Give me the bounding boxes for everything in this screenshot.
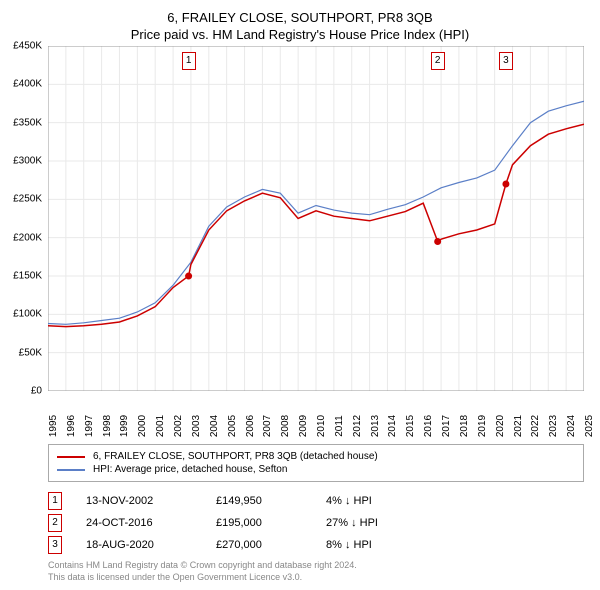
x-tick-label: 2025	[584, 415, 595, 437]
sale-hpi-delta: 8% ↓ HPI	[326, 539, 436, 551]
x-tick-label: 2017	[441, 415, 452, 437]
y-axis: £0£50K£100K£150K£200K£250K£300K£350K£400…	[0, 46, 46, 391]
chart-container: 6, FRAILEY CLOSE, SOUTHPORT, PR8 3QB Pri…	[0, 0, 600, 590]
sale-row: 1 13-NOV-2002£149,9504% ↓ HPI	[48, 490, 584, 512]
x-tick-label: 2023	[548, 415, 559, 437]
x-tick-label: 2013	[370, 415, 381, 437]
x-tick-label: 2012	[352, 415, 363, 437]
chart-svg	[48, 46, 584, 391]
sale-marker-badge: 3	[48, 536, 62, 554]
sale-hpi-delta: 27% ↓ HPI	[326, 517, 436, 529]
sale-row: 3 18-AUG-2020£270,0008% ↓ HPI	[48, 534, 584, 556]
legend-label: 6, FRAILEY CLOSE, SOUTHPORT, PR8 3QB (de…	[93, 451, 378, 462]
x-tick-label: 2001	[155, 415, 166, 437]
x-axis: 1995 1996 1997 1998 1999 2000 2001 2002 2003 2004…	[48, 394, 584, 444]
legend-swatch	[57, 456, 85, 458]
sale-price: £270,000	[216, 539, 326, 551]
y-tick-label: £50K	[19, 347, 42, 358]
x-tick-label: 2007	[262, 415, 273, 437]
x-tick-label: 2011	[334, 415, 345, 437]
x-tick-label: 2022	[530, 415, 541, 437]
footer-line-2: This data is licensed under the Open Gov…	[48, 572, 357, 584]
legend: 6, FRAILEY CLOSE, SOUTHPORT, PR8 3QB (de…	[48, 444, 584, 482]
sale-hpi-delta: 4% ↓ HPI	[326, 495, 436, 507]
x-tick-label: 2019	[477, 415, 488, 437]
y-tick-label: £400K	[13, 79, 42, 90]
title-block: 6, FRAILEY CLOSE, SOUTHPORT, PR8 3QB Pri…	[0, 0, 600, 42]
x-tick-label: 2018	[459, 415, 470, 437]
x-tick-label: 2014	[387, 415, 398, 437]
legend-label: HPI: Average price, detached house, Seft…	[93, 464, 287, 475]
sale-price: £195,000	[216, 517, 326, 529]
legend-swatch	[57, 469, 85, 471]
legend-item: HPI: Average price, detached house, Seft…	[57, 464, 575, 475]
x-tick-label: 1995	[48, 415, 59, 437]
sales-table: 1 13-NOV-2002£149,9504% ↓ HPI 2 24-OCT-2016…	[48, 490, 584, 556]
sale-marker-2: 2	[431, 52, 445, 70]
sale-marker-badge: 1	[48, 492, 62, 510]
footer-line-1: Contains HM Land Registry data © Crown c…	[48, 560, 357, 572]
y-tick-label: £200K	[13, 232, 42, 243]
legend-item: 6, FRAILEY CLOSE, SOUTHPORT, PR8 3QB (de…	[57, 451, 575, 462]
x-tick-label: 2015	[405, 415, 416, 437]
x-tick-label: 1996	[66, 415, 77, 437]
sale-price: £149,950	[216, 495, 326, 507]
footer-attribution: Contains HM Land Registry data © Crown c…	[48, 560, 357, 583]
x-tick-label: 2000	[137, 415, 148, 437]
x-tick-label: 2008	[280, 415, 291, 437]
sale-row: 2 24-OCT-2016£195,00027% ↓ HPI	[48, 512, 584, 534]
x-tick-label: 2021	[513, 415, 524, 437]
y-tick-label: £100K	[13, 309, 42, 320]
sale-marker-3: 3	[499, 52, 513, 70]
x-tick-label: 2009	[298, 415, 309, 437]
x-tick-label: 2004	[209, 415, 220, 437]
sale-marker-1: 1	[182, 52, 196, 70]
x-tick-label: 2003	[191, 415, 202, 437]
x-tick-label: 1999	[119, 415, 130, 437]
x-tick-label: 2006	[245, 415, 256, 437]
x-tick-label: 2002	[173, 415, 184, 437]
x-tick-label: 2020	[495, 415, 506, 437]
sale-marker-badge: 2	[48, 514, 62, 532]
x-tick-label: 2010	[316, 415, 327, 437]
chart-title: 6, FRAILEY CLOSE, SOUTHPORT, PR8 3QB	[0, 10, 600, 25]
sale-date: 24-OCT-2016	[86, 517, 216, 529]
y-tick-label: £350K	[13, 117, 42, 128]
sale-date: 18-AUG-2020	[86, 539, 216, 551]
x-tick-label: 1997	[84, 415, 95, 437]
x-tick-label: 1998	[102, 415, 113, 437]
y-tick-label: £0	[31, 386, 42, 397]
x-tick-label: 2016	[423, 415, 434, 437]
y-tick-label: £250K	[13, 194, 42, 205]
y-tick-label: £450K	[13, 41, 42, 52]
x-tick-label: 2024	[566, 415, 577, 437]
sale-date: 13-NOV-2002	[86, 495, 216, 507]
chart-subtitle: Price paid vs. HM Land Registry's House …	[0, 27, 600, 42]
x-tick-label: 2005	[227, 415, 238, 437]
y-tick-label: £150K	[13, 271, 42, 282]
y-tick-label: £300K	[13, 156, 42, 167]
plot-area: 1 2 3	[48, 46, 584, 391]
